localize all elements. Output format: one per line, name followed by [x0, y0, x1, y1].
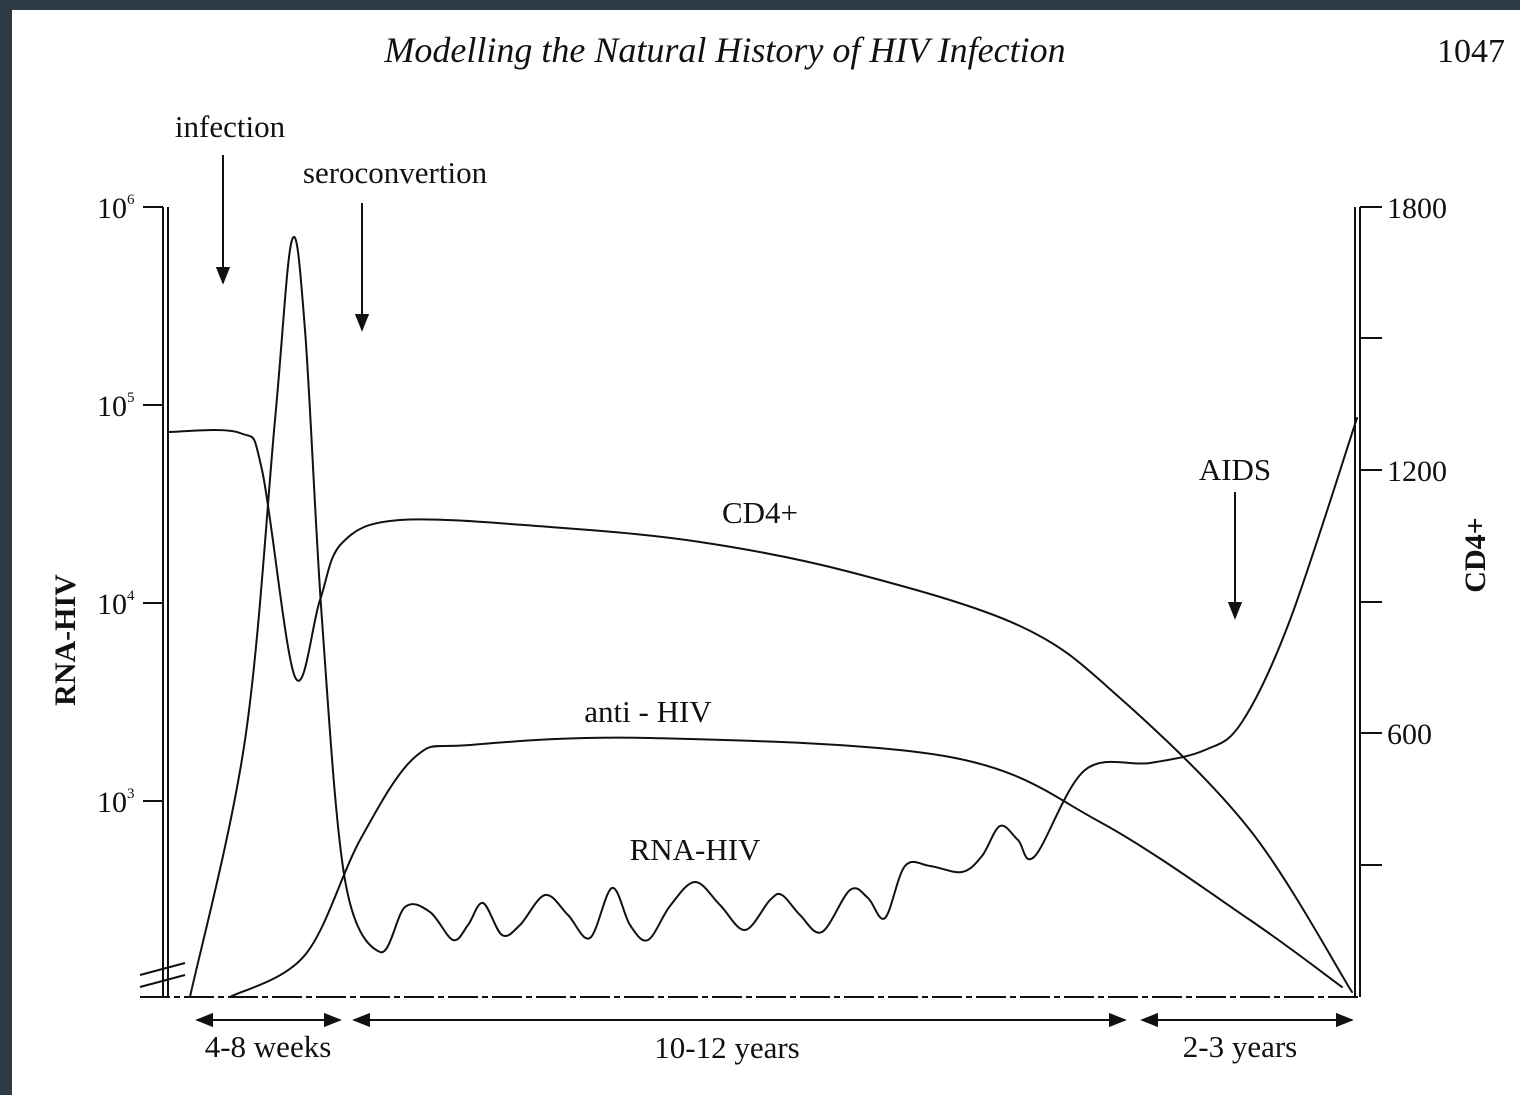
period-label: 10-12 years — [654, 1030, 799, 1065]
curve-label: RNA-HIV — [630, 832, 761, 867]
curves — [167, 236, 1358, 998]
cd4-curve — [167, 428, 1353, 993]
period-label: 4-8 weeks — [205, 1029, 332, 1064]
left-tick-base: 10 — [97, 192, 127, 225]
page-number: 1047 — [1437, 33, 1505, 70]
left-tick-base: 10 — [97, 390, 127, 423]
right-tick-label: 1200 — [1387, 455, 1447, 488]
annotation: infection — [175, 109, 286, 144]
left-tick-exponent: 4 — [127, 588, 135, 604]
annotation: AIDS — [1199, 452, 1271, 487]
left-tick-exponent: 5 — [127, 390, 135, 406]
curve-label: anti - HIV — [584, 694, 712, 729]
curve-label: CD4+ — [722, 495, 798, 530]
period-label: 2-3 years — [1183, 1029, 1297, 1064]
right-axis-title: CD4+ — [1459, 517, 1492, 592]
right-tick-label: 600 — [1387, 718, 1432, 751]
right-tick-label: 1800 — [1387, 192, 1447, 225]
left-tick-base: 10 — [97, 588, 127, 621]
running-title: Modelling the Natural History of HIV Inf… — [383, 30, 1065, 70]
axes — [139, 206, 1382, 998]
left-tick-exponent: 3 — [127, 786, 135, 802]
anti-hiv-curve — [229, 736, 1343, 998]
left-axis-title: RNA-HIV — [49, 574, 82, 706]
left-tick-exponent: 6 — [127, 192, 135, 208]
annotation: seroconvertion — [303, 155, 488, 190]
rna-hiv-curve — [189, 236, 1358, 998]
left-tick-base: 10 — [97, 786, 127, 819]
